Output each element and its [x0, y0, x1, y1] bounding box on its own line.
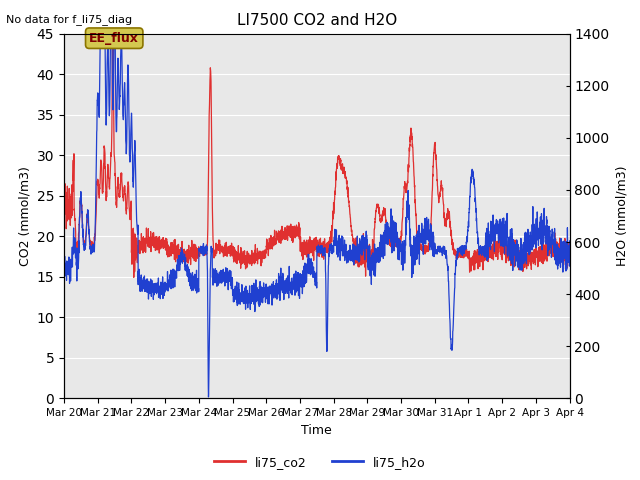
Legend: li75_co2, li75_h2o: li75_co2, li75_h2o	[209, 451, 431, 474]
li75_h2o	[118, 48, 125, 53]
li75_co2	[148, 236, 156, 241]
Line: li75_h2o: li75_h2o	[64, 34, 570, 397]
li75_h2o	[556, 245, 564, 251]
li75_h2o	[566, 238, 573, 244]
li75_h2o	[502, 218, 509, 224]
li75_h2o	[205, 394, 212, 400]
li75_co2	[118, 178, 125, 184]
Text: EE_flux: EE_flux	[90, 32, 139, 45]
Y-axis label: CO2 (mmol/m3): CO2 (mmol/m3)	[18, 166, 31, 266]
Title: LI7500 CO2 and H2O: LI7500 CO2 and H2O	[237, 13, 397, 28]
li75_h2o	[60, 265, 68, 271]
li75_co2	[276, 231, 284, 237]
li75_co2	[566, 256, 573, 262]
li75_co2	[254, 252, 262, 258]
X-axis label: Time: Time	[301, 424, 332, 437]
Text: No data for f_li75_diag: No data for f_li75_diag	[6, 14, 132, 25]
li75_h2o	[148, 277, 156, 283]
li75_co2	[556, 254, 564, 260]
li75_co2	[130, 275, 138, 280]
li75_h2o	[276, 278, 284, 284]
Line: li75_co2: li75_co2	[64, 34, 570, 277]
li75_h2o	[97, 31, 104, 36]
li75_co2	[60, 194, 68, 200]
li75_co2	[109, 31, 116, 36]
Y-axis label: H2O (mmol/m3): H2O (mmol/m3)	[615, 166, 628, 266]
li75_h2o	[254, 293, 262, 299]
li75_co2	[502, 245, 509, 251]
